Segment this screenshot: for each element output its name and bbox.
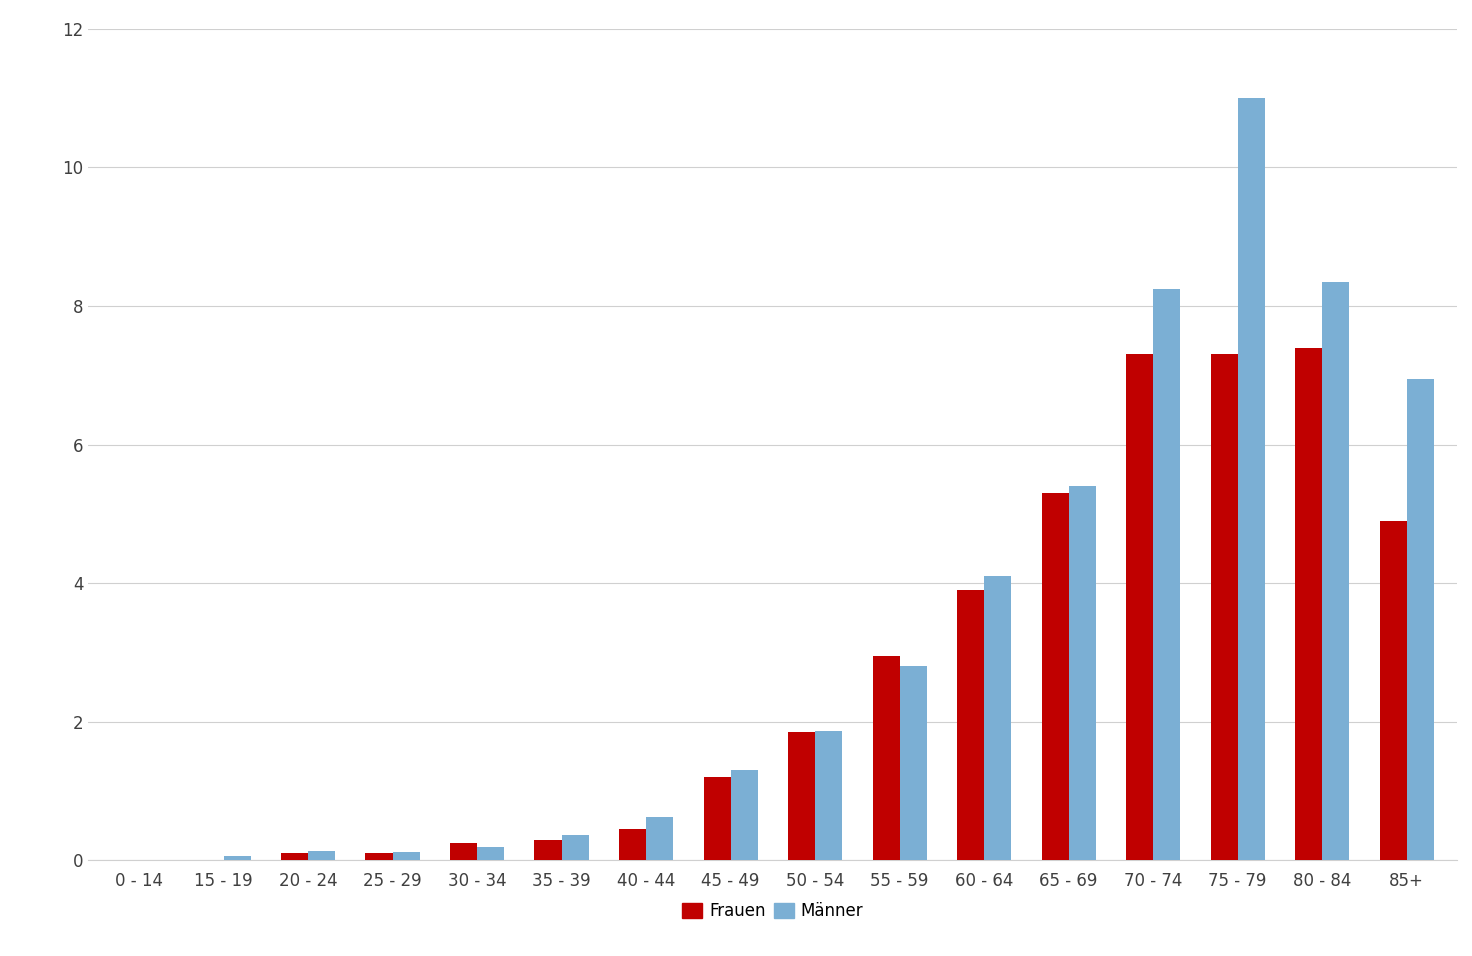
Bar: [646, 816, 673, 860]
Bar: [365, 854, 393, 860]
Bar: [1407, 379, 1434, 860]
Bar: [534, 839, 561, 860]
Bar: [815, 730, 842, 860]
Bar: [620, 829, 646, 860]
Bar: [1210, 355, 1238, 860]
Bar: [308, 852, 336, 860]
Bar: [477, 847, 503, 860]
Bar: [1322, 282, 1350, 860]
Legend: Frauen, Männer: Frauen, Männer: [676, 896, 870, 927]
Bar: [224, 856, 250, 860]
Bar: [1379, 521, 1407, 860]
Bar: [1069, 487, 1095, 860]
Bar: [450, 843, 477, 860]
Bar: [1042, 493, 1069, 860]
Bar: [1238, 98, 1264, 860]
Bar: [1153, 289, 1181, 860]
Bar: [704, 777, 730, 860]
Bar: [281, 854, 308, 860]
Bar: [1126, 355, 1153, 860]
Bar: [899, 666, 926, 860]
Bar: [1295, 348, 1322, 860]
Bar: [730, 771, 758, 860]
Bar: [985, 576, 1011, 860]
Bar: [788, 732, 815, 860]
Bar: [393, 852, 420, 860]
Bar: [957, 590, 985, 860]
Bar: [873, 656, 899, 860]
Bar: [561, 835, 589, 860]
